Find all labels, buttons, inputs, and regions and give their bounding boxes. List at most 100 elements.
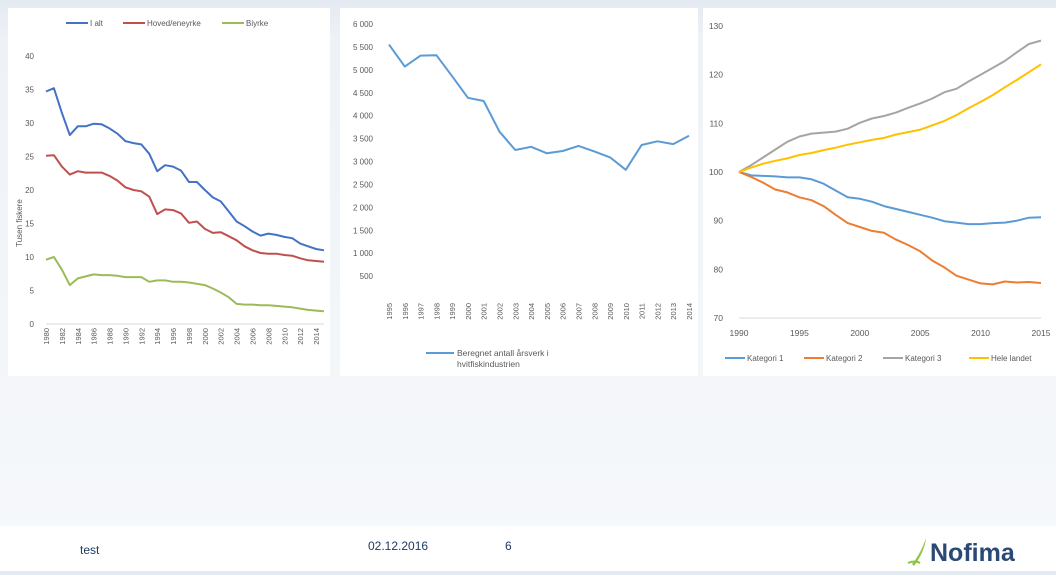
x-tick-label: 2000 (201, 328, 210, 345)
x-tick-label: 2004 (233, 328, 242, 345)
chart-fishers-panel: 0 5 10 15 20 25 30 35 40 1980 1982 1984 1986 1988 1990… (8, 8, 330, 376)
x-tick-label: 2013 (669, 303, 678, 320)
x-tick-label: 2010 (622, 303, 631, 320)
x-tick-label: 1980 (42, 328, 51, 345)
x-tick-label: 2002 (496, 303, 505, 320)
x-tick-label: 1984 (74, 328, 83, 345)
series-line-3 (738, 39, 1042, 173)
x-tick-label: 2012 (653, 303, 662, 320)
footer-page-number: 6 (505, 539, 512, 553)
y-tick-label: 15 (25, 220, 34, 229)
y-tick-label: 30 (25, 119, 34, 128)
x-tick-label: 1997 (417, 303, 426, 320)
x-tick-label: 1998 (432, 303, 441, 320)
x-tick-label: 2001 (480, 303, 489, 320)
x-tick-label: 1996 (401, 303, 410, 320)
chart-index-panel: 70 80 90 100 110 120 130 1990 1995 2000 2005 2010 20… (703, 8, 1056, 376)
x-tick-label: 1986 (90, 328, 99, 345)
x-tick-label: 1996 (169, 328, 178, 345)
legend-label-2: Kategori 2 (826, 354, 863, 363)
x-tick-label: 1982 (58, 328, 67, 345)
series-line-1 (388, 44, 690, 171)
x-tick-label: 1995 (385, 303, 394, 320)
x-tick-label: 2009 (606, 303, 615, 320)
legend-label-3: Biyrke (246, 19, 269, 28)
series-line-2 (738, 171, 1042, 286)
chart-index: 70 80 90 100 110 120 130 1990 1995 2000 2005 2010 20… (709, 21, 1051, 363)
y-tick-label: 500 (360, 272, 374, 281)
y-tick-label: 5 000 (353, 66, 374, 75)
slide-footer (0, 526, 1056, 571)
legend-label-1: I alt (90, 19, 104, 28)
y-tick-label: 70 (714, 313, 724, 323)
y-tick-label: 1 000 (353, 249, 374, 258)
y-tick-label: 5 500 (353, 43, 374, 52)
x-tick-label: 2004 (527, 303, 536, 320)
x-tick-label: 2007 (574, 303, 583, 320)
series-line-3 (45, 256, 325, 313)
y-tick-label: 2 500 (353, 180, 374, 189)
x-tick-label: 2008 (590, 303, 599, 320)
chart-fishers: 0 5 10 15 20 25 30 35 40 1980 1982 1984 1986 1988 1990… (15, 19, 325, 345)
y-tick-label: 130 (709, 21, 723, 31)
series-line-1 (45, 87, 325, 252)
x-tick-label: 1999 (448, 303, 457, 320)
y-tick-label: 1 500 (353, 226, 374, 235)
footer-date: 02.12.2016 (368, 539, 429, 553)
x-tick-label: 2014 (685, 303, 694, 320)
legend-label-4: Hele landet (991, 354, 1032, 363)
legend-label-1: Kategori 1 (747, 354, 784, 363)
x-tick-label: 2012 (296, 328, 305, 345)
x-tick-label: 2006 (559, 303, 568, 320)
x-tick-label: 2010 (971, 328, 990, 338)
x-tick-label: 2003 (511, 303, 520, 320)
logo-swoosh-icon: Nofima (907, 538, 1016, 567)
x-tick-label: 2002 (217, 328, 226, 345)
y-tick-label: 0 (30, 320, 35, 329)
y-tick-label: 120 (709, 70, 723, 80)
legend-label-1: Beregnet antall årsverk i hvitfiskindustr… (457, 348, 549, 369)
y-tick-label: 110 (709, 118, 723, 128)
series-line-1 (738, 171, 1042, 226)
y-tick-label: 2 000 (353, 203, 374, 212)
y-tick-label: 90 (714, 216, 724, 226)
x-tick-label: 2005 (911, 328, 930, 338)
x-tick-label: 2015 (1032, 328, 1051, 338)
nofima-logo: Nofima (906, 530, 1026, 570)
y-tick-label: 100 (709, 167, 723, 177)
x-tick-label: 1990 (121, 328, 130, 345)
y-tick-label: 5 (30, 287, 35, 296)
y-tick-label: 20 (25, 186, 34, 195)
footer-left-text: test (80, 543, 100, 557)
y-tick-label: 10 (25, 253, 34, 262)
y-tick-label: 3 500 (353, 135, 374, 144)
chart-workyears-panel: 500 1 000 1 500 2 000 2 500 3 000 3 500 4 000 4 … (340, 8, 698, 376)
x-tick-label: 2000 (850, 328, 869, 338)
x-tick-label: 1994 (153, 328, 162, 345)
x-tick-label: 2011 (638, 303, 647, 319)
y-tick-label: 3 000 (353, 158, 374, 167)
x-tick-label: 2000 (464, 303, 473, 320)
y-tick-label: 6 000 (353, 20, 374, 29)
x-tick-label: 1998 (185, 328, 194, 345)
x-tick-label: 2005 (543, 303, 552, 320)
y-tick-label: 25 (25, 153, 34, 162)
x-tick-label: 2014 (312, 328, 321, 345)
y-axis-label: Tusen fiskere (15, 199, 24, 247)
x-tick-label: 1990 (730, 328, 749, 338)
y-tick-label: 35 (25, 86, 34, 95)
legend-label-2: Hoved/eneyrke (147, 19, 201, 28)
x-tick-label: 2006 (249, 328, 258, 345)
y-tick-label: 40 (25, 52, 34, 61)
series-line-4 (738, 63, 1042, 173)
x-tick-label: 2008 (264, 328, 273, 345)
y-tick-label: 4 500 (353, 89, 374, 98)
chart-workyears: 500 1 000 1 500 2 000 2 500 3 000 3 500 4 000 4 … (353, 20, 694, 369)
legend-label-3: Kategori 3 (905, 354, 942, 363)
logo-text: Nofima (930, 539, 1016, 567)
y-tick-label: 4 000 (353, 112, 374, 121)
x-tick-label: 1995 (790, 328, 809, 338)
x-tick-label: 1988 (106, 328, 115, 345)
x-tick-label: 2010 (280, 328, 289, 345)
y-tick-label: 80 (714, 264, 724, 274)
